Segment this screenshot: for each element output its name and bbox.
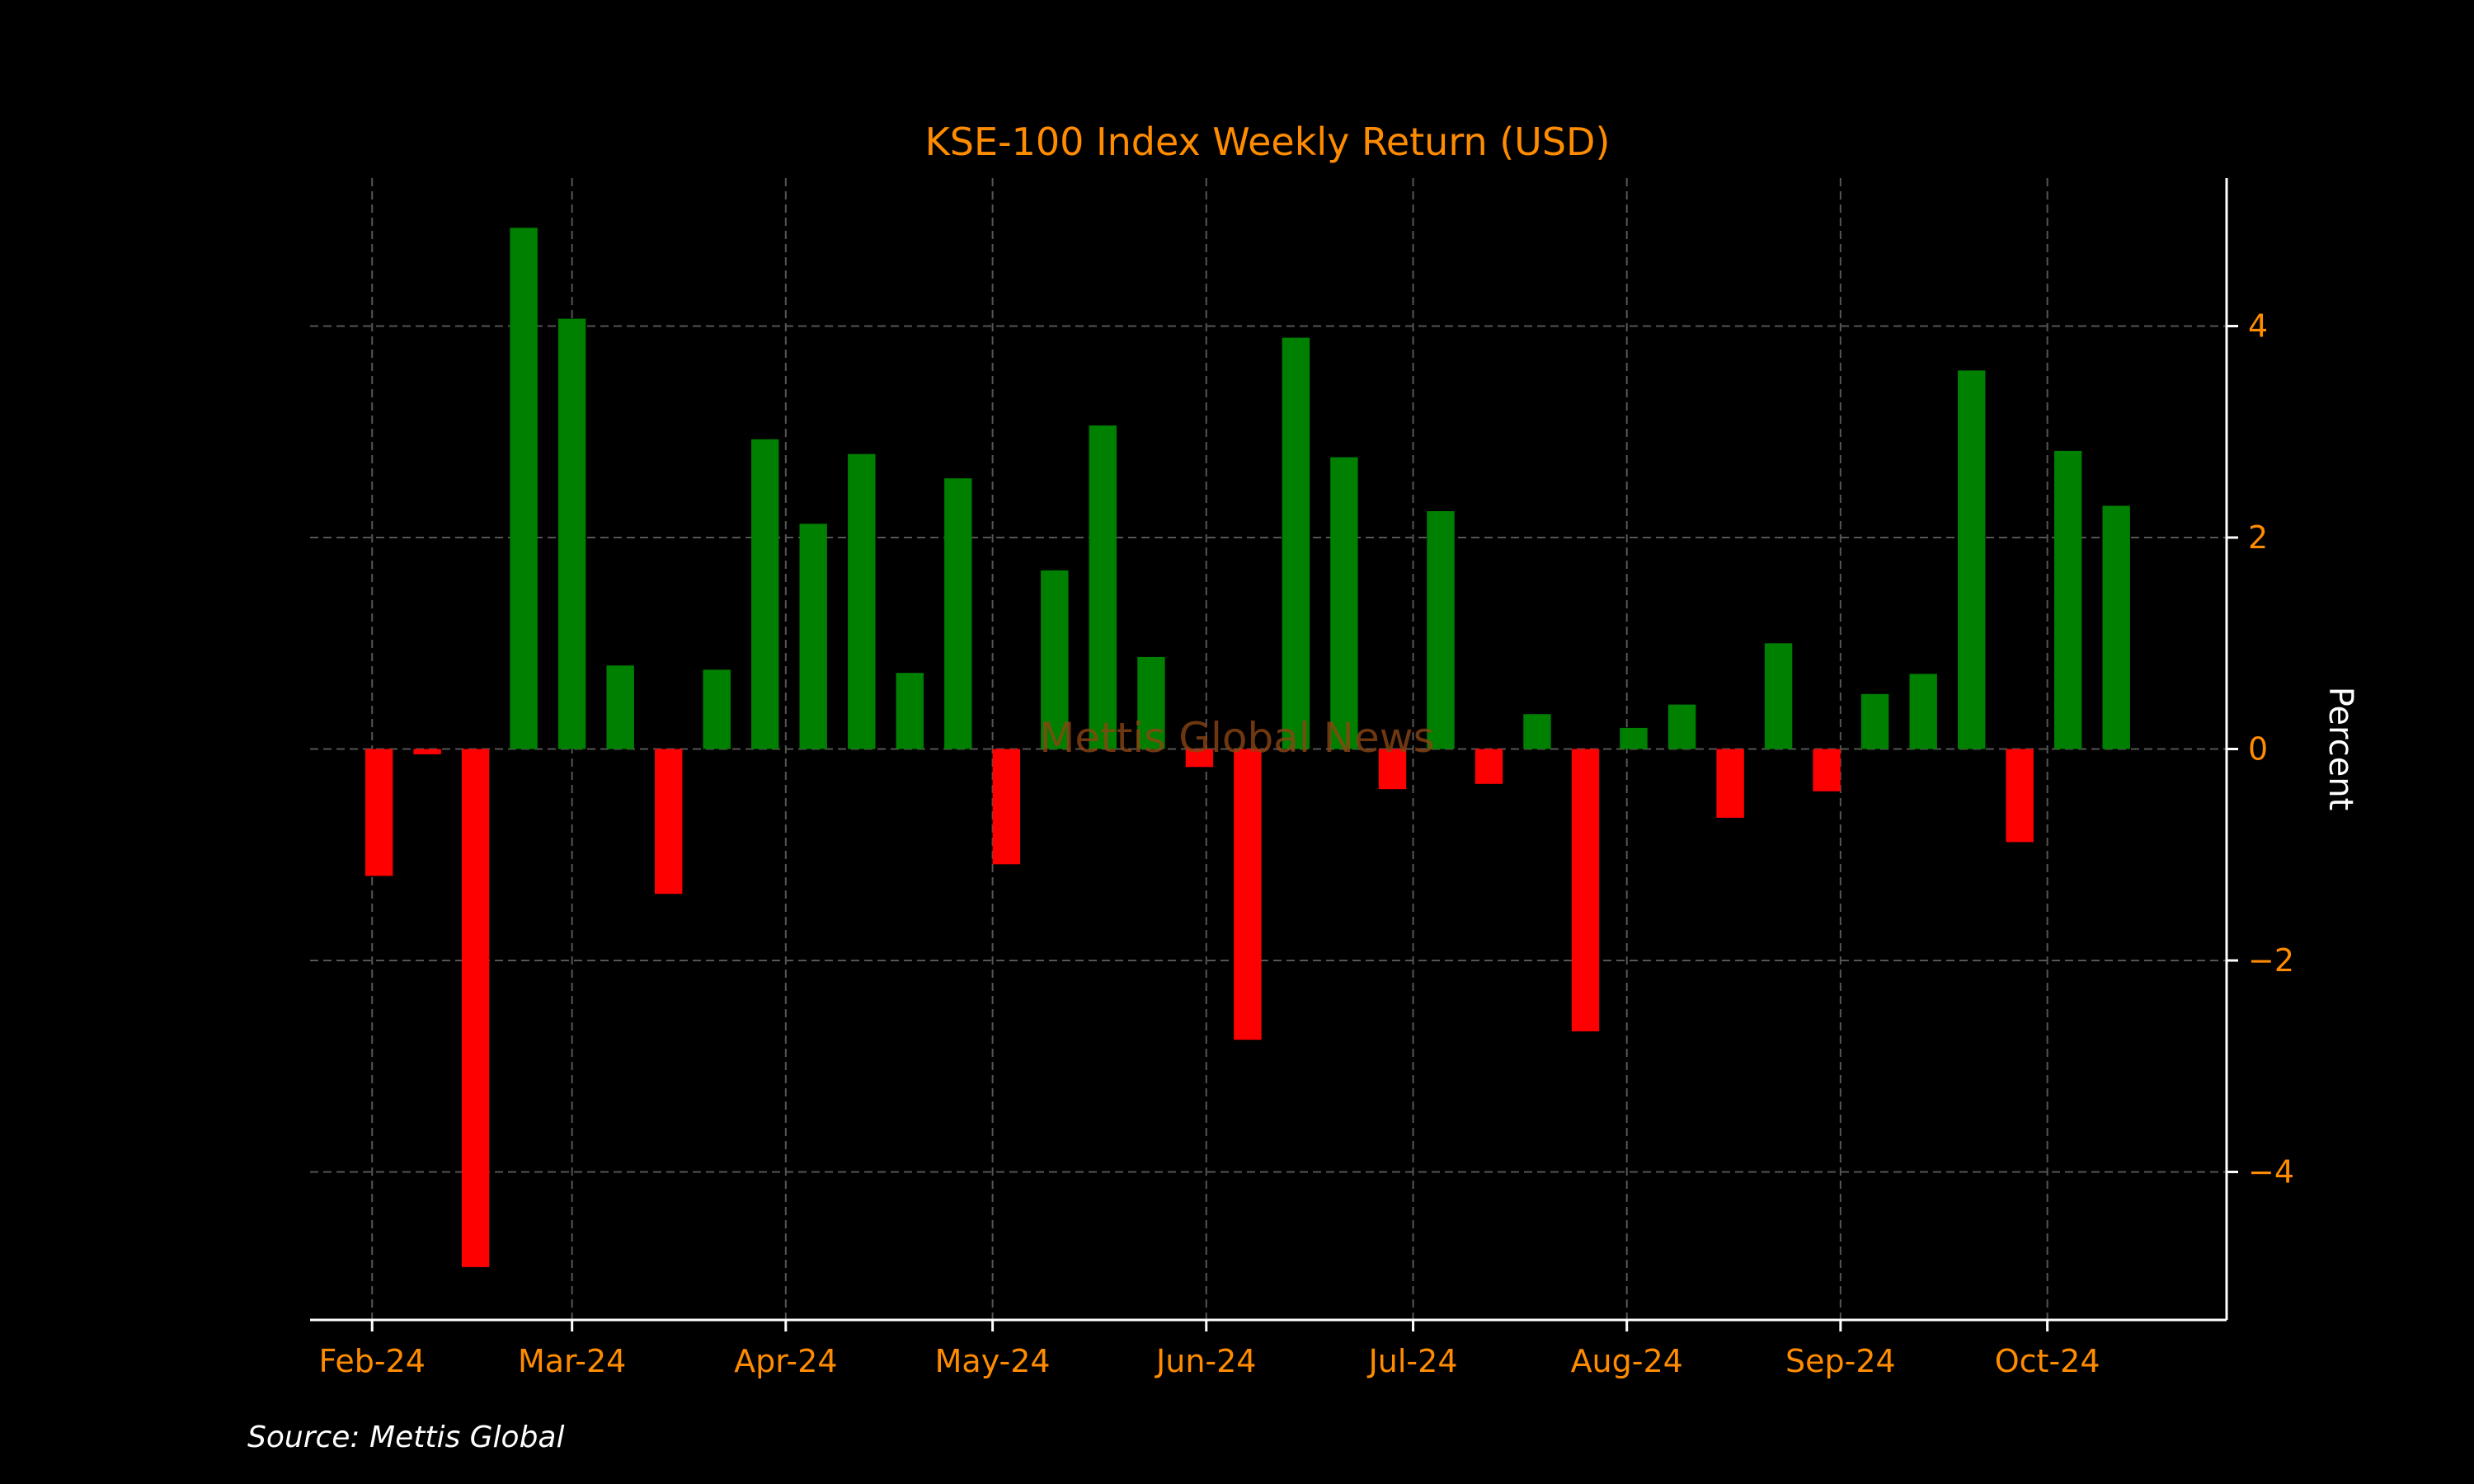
bar	[1764, 643, 1793, 749]
x-tick-label: Feb-24	[319, 1343, 426, 1379]
bar	[1137, 656, 1165, 749]
bar	[703, 669, 731, 749]
bar	[751, 439, 779, 749]
x-tick-label: May-24	[935, 1343, 1051, 1379]
bar	[461, 749, 490, 1267]
bar	[992, 749, 1020, 865]
bar	[1282, 337, 1310, 749]
bar	[510, 228, 538, 749]
watermark: Mettis Global News	[1039, 714, 1434, 762]
bar	[1234, 749, 1262, 1040]
bar	[1185, 749, 1214, 768]
bar	[799, 524, 827, 749]
x-tick-label: Jul-24	[1367, 1343, 1458, 1379]
x-tick-label: Oct-24	[1995, 1343, 2100, 1379]
bar	[1716, 749, 1744, 818]
bar	[2006, 749, 2034, 843]
bar	[413, 749, 441, 754]
bar	[2054, 450, 2082, 749]
bar	[1667, 704, 1696, 749]
bar	[606, 665, 634, 749]
x-tick-label: Jun-24	[1155, 1343, 1256, 1379]
bar	[2102, 505, 2130, 749]
x-tick-label: Mar-24	[518, 1343, 626, 1379]
bar	[1041, 570, 1069, 749]
y-tick-label: 4	[2248, 308, 2268, 345]
bar	[1620, 727, 1648, 749]
bar	[1089, 425, 1117, 749]
y-ticks: −4 −2 0 2 4	[2227, 308, 2294, 1190]
bar	[1427, 511, 1455, 749]
bar	[896, 673, 924, 749]
bar	[1958, 370, 1986, 749]
x-tick-label: Aug-24	[1571, 1343, 1683, 1379]
bar	[1378, 749, 1407, 790]
bars	[365, 228, 2130, 1267]
bar	[557, 318, 586, 749]
x-ticks: Feb-24 Mar-24 Apr-24 May-24 Jun-24 Jul-24 Aug-…	[319, 1320, 2100, 1379]
bar	[1813, 749, 1841, 791]
bar	[848, 453, 876, 749]
y-tick-label: −4	[2248, 1153, 2294, 1190]
y-tick-label: 2	[2248, 519, 2268, 556]
bar	[1330, 457, 1358, 749]
bar	[655, 749, 683, 895]
bar	[365, 749, 393, 876]
bar	[1860, 693, 1889, 749]
bar	[944, 478, 972, 749]
source-note: Source: Mettis Global	[247, 1421, 565, 1454]
y-axis-label: Percent	[2321, 687, 2359, 811]
bar	[1571, 749, 1600, 1031]
bar	[1523, 714, 1551, 749]
x-tick-label: Apr-24	[734, 1343, 837, 1379]
chart-title: KSE-100 Index Weekly Return (USD)	[925, 120, 1611, 164]
bar	[1475, 749, 1503, 784]
bar	[1909, 674, 1937, 749]
y-tick-label: 0	[2248, 731, 2268, 768]
x-tick-label: Sep-24	[1785, 1343, 1896, 1379]
y-tick-label: −2	[2248, 942, 2294, 979]
